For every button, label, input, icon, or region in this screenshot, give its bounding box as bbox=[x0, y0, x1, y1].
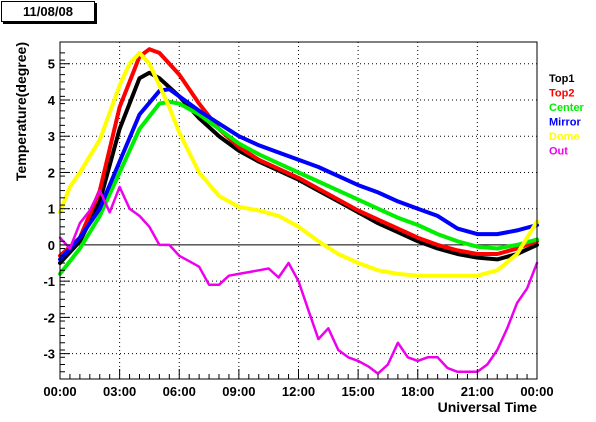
y-tick-label: -3 bbox=[43, 347, 55, 362]
y-tick-label: 1 bbox=[48, 202, 55, 217]
legend: Top1 Top2 Center Mirror Dome Out bbox=[549, 73, 585, 158]
series-layer bbox=[58, 47, 539, 375]
series-line-mirror bbox=[58, 87, 539, 262]
legend-entry-out: Out bbox=[549, 146, 568, 158]
series-line-center bbox=[58, 99, 539, 276]
x-tick-label: 12:00 bbox=[282, 384, 315, 399]
x-axis: 00:00 03:00 06:00 09:00 12:00 15:00 18:00 21:00… bbox=[43, 369, 554, 399]
legend-entry-mirror: Mirror bbox=[549, 117, 582, 129]
legend-entry-top1: Top1 bbox=[549, 73, 574, 85]
y-tick-label: 2 bbox=[48, 165, 55, 180]
y-axis-title: Temperature(degree) bbox=[13, 42, 29, 181]
series-line-out bbox=[58, 185, 539, 375]
x-tick-label: 18:00 bbox=[401, 384, 434, 399]
y-tick-label: 4 bbox=[48, 93, 56, 108]
legend-entry-center: Center bbox=[549, 102, 585, 114]
legend-entry-top2: Top2 bbox=[549, 88, 574, 100]
y-tick-label: 0 bbox=[48, 238, 55, 253]
y-tick-label: -1 bbox=[43, 274, 55, 289]
date-label: 11/08/08 bbox=[23, 4, 73, 19]
x-tick-label: 03:00 bbox=[103, 384, 136, 399]
legend-entry-dome: Dome bbox=[549, 131, 580, 143]
x-tick-label: 15:00 bbox=[342, 384, 375, 399]
x-tick-label: 09:00 bbox=[222, 384, 255, 399]
y-tick-label: 5 bbox=[48, 57, 55, 72]
y-axis: -3 -2 -1 0 1 2 3 4 5 bbox=[43, 52, 70, 373]
x-tick-label: 06:00 bbox=[163, 384, 196, 399]
x-axis-title: Universal Time bbox=[438, 399, 538, 415]
x-tick-label: 21:00 bbox=[461, 384, 494, 399]
date-label-box: 11/08/08 bbox=[1, 1, 95, 22]
y-tick-label: 3 bbox=[48, 129, 55, 144]
y-tick-label: -2 bbox=[43, 310, 55, 325]
series-line-dome bbox=[58, 50, 539, 278]
x-tick-label: 00:00 bbox=[43, 384, 76, 399]
x-tick-label: 00:00 bbox=[520, 384, 553, 399]
